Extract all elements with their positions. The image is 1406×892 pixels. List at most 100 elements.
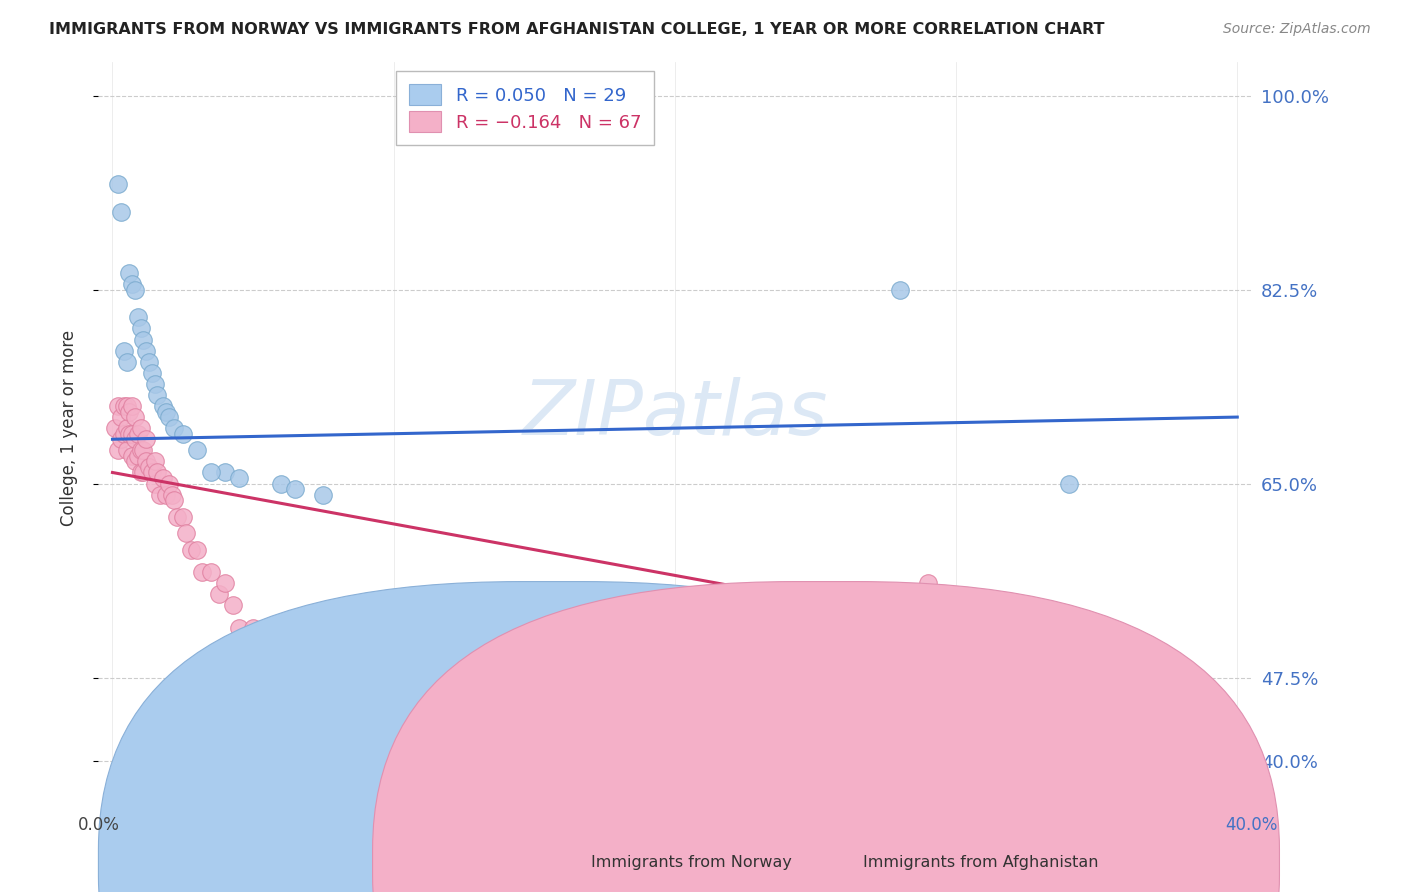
- Point: [160, 488, 183, 502]
- Point: [118, 266, 141, 280]
- Point: [115, 421, 138, 435]
- Point: [214, 466, 236, 480]
- Point: [172, 426, 194, 441]
- Text: Source: ZipAtlas.com: Source: ZipAtlas.com: [1223, 22, 1371, 37]
- Point: [163, 493, 186, 508]
- Point: [174, 526, 197, 541]
- Point: [138, 354, 160, 368]
- Point: [180, 543, 202, 558]
- Point: [312, 488, 335, 502]
- Point: [270, 476, 292, 491]
- Text: 0.0%: 0.0%: [77, 816, 120, 834]
- Point: [607, 698, 630, 713]
- Point: [186, 543, 208, 558]
- Point: [115, 399, 138, 413]
- Point: [166, 509, 188, 524]
- Point: [172, 509, 194, 524]
- Y-axis label: College, 1 year or more: College, 1 year or more: [59, 330, 77, 526]
- Point: [222, 599, 245, 613]
- Point: [110, 410, 132, 425]
- Point: [228, 471, 250, 485]
- Point: [200, 466, 222, 480]
- Point: [124, 410, 146, 425]
- Point: [132, 443, 155, 458]
- Point: [889, 283, 911, 297]
- Point: [112, 399, 135, 413]
- Point: [127, 449, 149, 463]
- Point: [107, 178, 129, 192]
- Point: [143, 454, 166, 468]
- Point: [208, 587, 231, 601]
- Point: [121, 449, 143, 463]
- Point: [354, 720, 377, 734]
- Point: [467, 776, 489, 790]
- Point: [155, 488, 177, 502]
- Point: [115, 443, 138, 458]
- Point: [284, 482, 307, 496]
- Point: [135, 454, 157, 468]
- Text: IMMIGRANTS FROM NORWAY VS IMMIGRANTS FROM AFGHANISTAN COLLEGE, 1 YEAR OR MORE CO: IMMIGRANTS FROM NORWAY VS IMMIGRANTS FRO…: [49, 22, 1105, 37]
- Point: [214, 576, 236, 591]
- Point: [382, 726, 405, 740]
- Point: [118, 404, 141, 418]
- Text: 40.0%: 40.0%: [1225, 816, 1278, 834]
- Point: [129, 466, 152, 480]
- Point: [124, 432, 146, 446]
- Point: [149, 488, 172, 502]
- Point: [124, 454, 146, 468]
- Point: [146, 466, 169, 480]
- Point: [326, 709, 349, 723]
- Point: [121, 399, 143, 413]
- Point: [155, 404, 177, 418]
- Point: [121, 426, 143, 441]
- Point: [312, 642, 335, 657]
- Point: [298, 698, 321, 713]
- Point: [242, 621, 264, 635]
- Point: [124, 283, 146, 297]
- Point: [284, 681, 307, 696]
- Point: [129, 443, 152, 458]
- Point: [523, 698, 546, 713]
- Point: [121, 277, 143, 291]
- Point: [129, 421, 152, 435]
- Point: [191, 566, 214, 580]
- Point: [200, 566, 222, 580]
- Point: [152, 471, 174, 485]
- Point: [138, 459, 160, 474]
- Point: [127, 310, 149, 325]
- Point: [945, 621, 967, 635]
- Point: [143, 476, 166, 491]
- Point: [411, 759, 433, 773]
- Point: [118, 426, 141, 441]
- Point: [135, 343, 157, 358]
- Point: [104, 421, 127, 435]
- Point: [143, 376, 166, 391]
- Point: [146, 388, 169, 402]
- Point: [157, 476, 180, 491]
- Text: Immigrants from Afghanistan: Immigrants from Afghanistan: [863, 855, 1098, 870]
- Point: [132, 333, 155, 347]
- Point: [110, 205, 132, 219]
- Text: ZIPatlas: ZIPatlas: [522, 376, 828, 450]
- Point: [256, 637, 278, 651]
- Point: [135, 432, 157, 446]
- Point: [107, 399, 129, 413]
- Point: [439, 748, 461, 763]
- Point: [163, 421, 186, 435]
- Point: [917, 576, 939, 591]
- Point: [157, 410, 180, 425]
- Point: [152, 399, 174, 413]
- Point: [270, 654, 292, 668]
- Point: [127, 426, 149, 441]
- Point: [129, 321, 152, 335]
- Point: [141, 366, 163, 380]
- Point: [115, 354, 138, 368]
- Point: [112, 426, 135, 441]
- Point: [368, 720, 391, 734]
- Text: Immigrants from Norway: Immigrants from Norway: [591, 855, 792, 870]
- Point: [112, 343, 135, 358]
- Point: [579, 797, 602, 812]
- Point: [1057, 476, 1080, 491]
- Point: [228, 621, 250, 635]
- Point: [110, 432, 132, 446]
